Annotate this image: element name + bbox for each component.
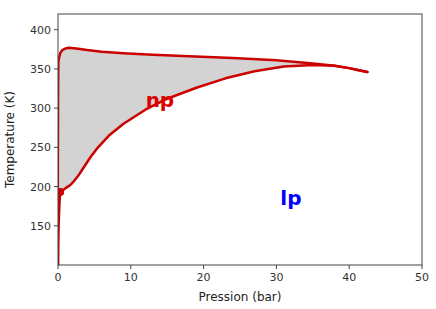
y-tick-label: 250: [30, 141, 51, 154]
y-tick-label: 400: [30, 24, 51, 37]
x-tick: [58, 265, 59, 269]
y-tick: [54, 68, 58, 69]
y-tick-label: 200: [30, 181, 51, 194]
x-tick: [276, 265, 277, 269]
y-tick: [54, 147, 58, 148]
boundary-line: [60, 65, 367, 192]
x-axis-label: Pression (bar): [199, 290, 282, 304]
region-label: np: [146, 88, 175, 112]
x-tick-label: 50: [415, 271, 429, 284]
x-tick: [349, 265, 350, 269]
chart: 0 10 20 30 40 50 150 200 250 300 350 400 Pression (b…: [0, 0, 436, 309]
y-tick: [54, 29, 58, 30]
y-tick: [54, 186, 58, 187]
x-tick: [203, 265, 204, 269]
y-tick-label: 150: [30, 220, 51, 233]
x-tick-label: 20: [197, 271, 211, 284]
y-axis-label: Temperature (K): [3, 91, 17, 189]
x-tick-label: 40: [342, 271, 356, 284]
x-tick-label: 10: [124, 271, 138, 284]
triple-point: [58, 188, 64, 196]
boundary-line: [58, 48, 367, 72]
x-tick-label: 30: [269, 271, 283, 284]
x-tick: [130, 265, 131, 269]
y-tick-label: 300: [30, 102, 51, 115]
x-tick-label: 0: [55, 271, 62, 284]
region-fill: [58, 48, 367, 265]
y-tick: [54, 225, 58, 226]
y-tick-label: 350: [30, 63, 51, 76]
x-tick: [422, 265, 423, 269]
plot-area: [58, 48, 367, 265]
region-label: lp: [280, 186, 301, 210]
plot-frame: [58, 14, 422, 265]
y-tick: [54, 108, 58, 109]
